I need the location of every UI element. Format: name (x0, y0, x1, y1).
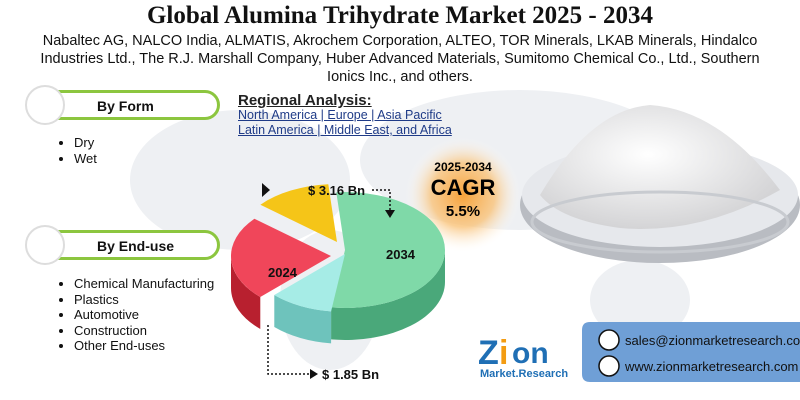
subtitle: Nabaltec AG, NALCO India, ALMATIS, Akroc… (40, 33, 760, 85)
slice-label: 2034 (386, 247, 415, 262)
segment-item: Construction (74, 323, 214, 339)
segment-item: Chemical Manufacturing (74, 276, 214, 292)
segment-icon (25, 85, 65, 125)
pie-slice (231, 256, 261, 330)
web-icon (598, 355, 620, 377)
value-label: $ 1.85 Bn (322, 367, 380, 382)
pie-slice (230, 218, 331, 298)
regional-heading: Regional Analysis: (238, 92, 372, 109)
cagr-value: 5.5% (445, 203, 481, 220)
callout-lines (267, 189, 391, 375)
region-line: North America | Europe | Asia Pacific (238, 108, 442, 122)
segment-label: By Form (97, 98, 154, 114)
segment-label: By End-use (97, 238, 175, 254)
segment-item: Other End-uses (74, 338, 214, 354)
segment-pill: By End-use (25, 225, 220, 265)
segment-pill: By Form (25, 85, 220, 125)
pie-slice (260, 184, 337, 242)
email-icon (598, 329, 620, 351)
contact-box (582, 322, 800, 382)
cagr-period: 2025-2034 (434, 160, 492, 174)
value-label: $ 3.16 Bn (308, 183, 366, 198)
contact-email[interactable]: sales@zionmarketresearch.com (625, 333, 800, 348)
segment-item: Plastics (74, 292, 214, 308)
logo-mark: Z i (478, 334, 508, 372)
svg-text:i: i (499, 334, 508, 372)
powder-bowl (520, 105, 800, 263)
logo-name: on (512, 337, 549, 370)
contact-website[interactable]: www.zionmarketresearch.com (625, 359, 799, 374)
pie-slice (331, 250, 445, 340)
pie-slice (274, 254, 345, 312)
pie-chart (230, 184, 445, 344)
segment-item: Dry (74, 135, 97, 151)
arrowhead (262, 183, 270, 197)
logo-tagline: Market.Research (480, 368, 569, 380)
region-line: Latin America | Middle East, and Africa (238, 123, 452, 137)
segment-item: Wet (74, 151, 97, 167)
segment-item: Automotive (74, 307, 214, 323)
arrowhead (310, 369, 318, 379)
segment-items: DryWet (58, 135, 97, 166)
arrowhead (385, 210, 395, 218)
segment-items: Chemical ManufacturingPlasticsAutomotive… (58, 276, 214, 354)
slice-label: 2024 (268, 265, 297, 280)
segment-icon (25, 225, 65, 265)
pie-slice (331, 192, 445, 308)
cagr-label: CAGR (430, 175, 496, 200)
svg-text:Z: Z (478, 334, 499, 372)
pie-slice (274, 295, 332, 344)
title: Global Alumina Trihydrate Market 2025 - … (146, 2, 654, 29)
